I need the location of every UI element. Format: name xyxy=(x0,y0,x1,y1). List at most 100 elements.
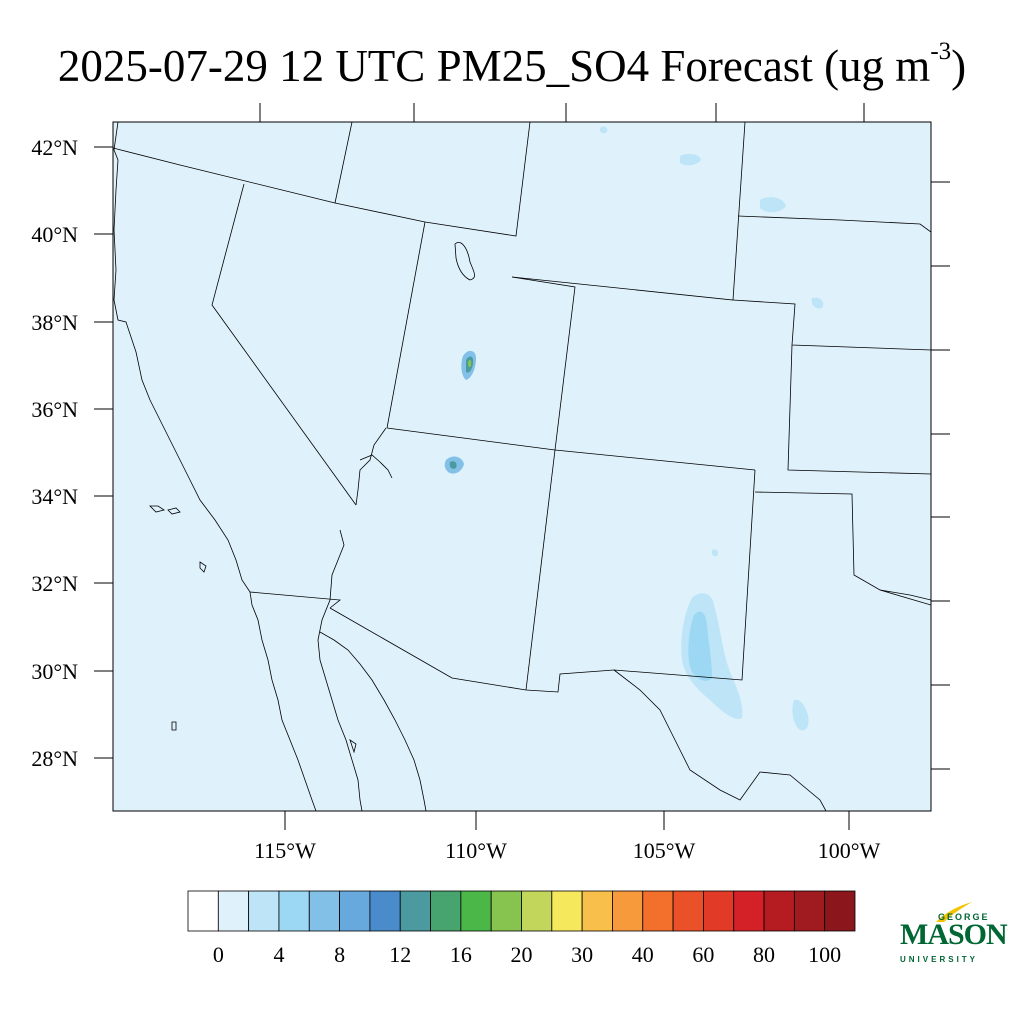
coastline-baja-west xyxy=(249,591,317,811)
border-nm-tx xyxy=(613,469,756,681)
rio-grande xyxy=(613,669,827,811)
border-idaho-nevada-oregon xyxy=(113,147,426,223)
chart-title: 2025-07-29 12 UTC PM25_SO4 Forecast (ug … xyxy=(0,22,1024,96)
colorbar-labels: 0 4 8 12 16 20 30 40 60 80 100 xyxy=(213,942,841,967)
logo-top-text: GEORGE xyxy=(938,912,990,922)
lat-label: 28°N xyxy=(31,746,78,771)
logo-swoosh-icon xyxy=(936,902,972,922)
lake-powell xyxy=(359,454,393,479)
channel-island-2 xyxy=(167,507,181,515)
patch-kansas xyxy=(811,297,824,309)
colorbar-label: 100 xyxy=(808,942,841,967)
lat-label: 32°N xyxy=(31,571,78,596)
colorbar-label: 60 xyxy=(692,942,714,967)
latitude-labels: 42°N 40°N 38°N 36°N 34°N 32°N 30°N 28°N xyxy=(31,135,78,771)
colorbar-swatch xyxy=(430,890,462,932)
patch-wyoming xyxy=(680,153,701,166)
border-utah-wyoming xyxy=(424,122,531,237)
coastline-mexico-gulf xyxy=(319,631,427,811)
border-nevada-utah xyxy=(386,221,426,429)
patch-new-mexico-core xyxy=(688,611,712,681)
colorbar-swatch xyxy=(793,890,826,932)
lat-label: 42°N xyxy=(31,135,78,160)
title-text: 2025-07-29 12 UTC PM25_SO4 Forecast (ug … xyxy=(57,41,931,91)
colorbar-swatch xyxy=(642,890,674,932)
border-id-ut-wy xyxy=(334,122,353,204)
border-utah-colorado xyxy=(511,276,576,451)
lon-label: 100°W xyxy=(818,838,881,863)
colorbar-label: 20 xyxy=(511,942,533,967)
patch-wyoming-dot xyxy=(599,126,608,134)
lat-label: 30°N xyxy=(31,659,78,684)
colorbar-label: 4 xyxy=(273,942,284,967)
great-salt-lake xyxy=(454,242,475,281)
colorbar-swatch xyxy=(369,890,401,932)
colorbar-swatch xyxy=(308,890,340,932)
colorbar-swatch xyxy=(278,890,310,932)
colorbar-swatch xyxy=(399,890,431,932)
channel-island-3 xyxy=(199,561,207,573)
colorbar-swatch xyxy=(672,890,704,932)
title-exponent: -3 xyxy=(930,38,952,65)
gulf-island-2 xyxy=(349,739,357,754)
colorbar xyxy=(187,890,856,932)
title-close: ) xyxy=(951,41,967,91)
colorbar-label: 0 xyxy=(213,942,224,967)
colorbar-swatch xyxy=(521,890,553,932)
patch-nm-north-dot xyxy=(711,549,719,557)
border-ca-mexico xyxy=(249,591,342,609)
colorbar-swatch xyxy=(733,890,765,932)
longitude-labels: 115°W 110°W 105°W 100°W xyxy=(254,838,880,863)
lon-label: 115°W xyxy=(254,838,316,863)
border-ok-tx xyxy=(754,491,931,601)
colorbar-label: 12 xyxy=(389,942,411,967)
border-ks-ok xyxy=(787,344,931,475)
colorbar-swatch xyxy=(703,890,735,932)
logo-bottom-text: UNIVERSITY xyxy=(900,955,979,964)
patch-texas-east xyxy=(792,699,809,731)
tx-east-line xyxy=(879,589,931,606)
colorbar-swatch xyxy=(339,890,371,932)
colorbar-swatch xyxy=(581,890,613,932)
lat-label: 34°N xyxy=(31,484,78,509)
colorbar-swatch xyxy=(187,890,219,932)
map-background xyxy=(113,122,931,811)
colorbar-swatch xyxy=(248,890,280,932)
patch-nebraska xyxy=(760,197,786,213)
lon-label: 110°W xyxy=(445,838,507,863)
channel-island-1 xyxy=(149,505,165,513)
colorbar-swatch xyxy=(612,890,644,932)
colorbar-swatch xyxy=(824,890,856,932)
colorbar-label: 40 xyxy=(632,942,654,967)
colorbar-swatch xyxy=(551,890,583,932)
patch-utah-core xyxy=(468,359,472,368)
colorbar-swatch xyxy=(217,890,250,932)
border-colorado-river xyxy=(355,427,387,506)
axis-ticks xyxy=(94,103,950,830)
border-az-nm xyxy=(525,449,556,691)
map-frame xyxy=(112,121,932,812)
lat-label: 38°N xyxy=(31,310,78,335)
colorbar-label: 30 xyxy=(571,942,593,967)
border-ne-sd xyxy=(737,215,931,233)
colorbar-swatch xyxy=(490,890,522,932)
gmu-logo: GEORGE MASON UNIVERSITY xyxy=(898,900,1008,970)
boundaries xyxy=(113,122,931,811)
concentration-patches xyxy=(444,126,824,731)
lat-label: 36°N xyxy=(31,397,78,422)
colorbar-label: 16 xyxy=(450,942,472,967)
logo-main-text: MASON xyxy=(900,918,1008,951)
colorbar-swatch xyxy=(763,890,795,932)
lat-label: 40°N xyxy=(31,222,78,247)
border-az-mexico xyxy=(329,607,615,693)
colorbar-label: 80 xyxy=(753,942,775,967)
border-co-ne-ks xyxy=(732,299,931,351)
coastline-california xyxy=(113,122,251,593)
coastline-baja-gulf xyxy=(317,529,363,811)
gulf-island-1 xyxy=(171,721,177,731)
colorbar-swatch xyxy=(460,890,492,932)
lon-label: 105°W xyxy=(633,838,696,863)
border-ca-nv xyxy=(211,183,357,506)
colorbar-label: 8 xyxy=(334,942,345,967)
